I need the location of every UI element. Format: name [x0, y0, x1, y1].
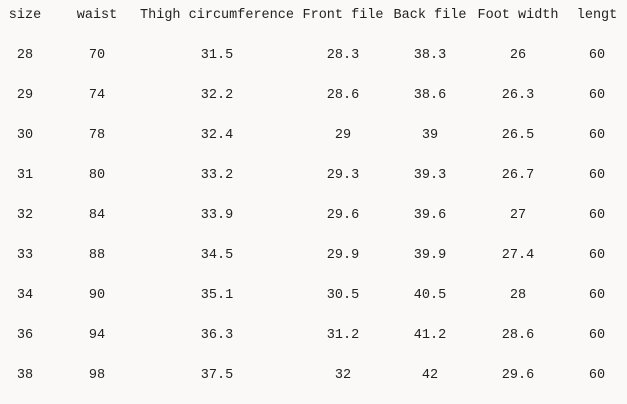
table-cell: 74 — [88, 88, 106, 103]
table-cell: 36.3 — [200, 328, 234, 343]
table-cell: 90 — [88, 288, 106, 303]
header-cell: Front file — [302, 8, 384, 23]
table-cell: 28 — [16, 48, 34, 63]
header-cell: Thigh circumference — [140, 8, 294, 23]
table-cell: 60 — [588, 208, 606, 223]
table-cell: 36 — [16, 328, 34, 343]
header-cell: waist — [76, 8, 118, 23]
table-cell: 28.6 — [326, 88, 360, 103]
table-cell: 29 — [334, 128, 352, 143]
table-cell: 29.3 — [326, 168, 360, 183]
table-cell: 29 — [16, 88, 34, 103]
table-cell: 29.6 — [326, 208, 360, 223]
table-cell: 70 — [88, 48, 106, 63]
table-cell: 32.2 — [200, 88, 234, 103]
table-cell: 28 — [509, 288, 527, 303]
table-cell: 32 — [334, 368, 352, 383]
table-cell: 98 — [88, 368, 106, 383]
header-cell: size — [8, 8, 42, 23]
header-cell: Back file — [393, 8, 467, 23]
table-cell: 40.5 — [413, 288, 447, 303]
table-cell: 35.1 — [200, 288, 234, 303]
table-cell: 41.2 — [413, 328, 447, 343]
table-cell: 78 — [88, 128, 106, 143]
table-cell: 60 — [588, 48, 606, 63]
table-cell: 30 — [16, 128, 34, 143]
table-cell: 84 — [88, 208, 106, 223]
table-cell: 39 — [421, 128, 439, 143]
table-cell: 28.3 — [326, 48, 360, 63]
table-cell: 28.6 — [501, 328, 535, 343]
table-cell: 26 — [509, 48, 527, 63]
table-cell: 26.7 — [501, 168, 535, 183]
table-cell: 38.6 — [413, 88, 447, 103]
table-cell: 31 — [16, 168, 34, 183]
table-cell: 32 — [16, 208, 34, 223]
table-cell: 60 — [588, 248, 606, 263]
header-cell: Foot width — [477, 8, 559, 23]
table-cell: 39.3 — [413, 168, 447, 183]
table-cell: 60 — [588, 168, 606, 183]
header-cell: lengt — [576, 8, 618, 23]
table-cell: 60 — [588, 368, 606, 383]
table-cell: 34 — [16, 288, 34, 303]
table-cell: 60 — [588, 128, 606, 143]
table-cell: 38 — [16, 368, 34, 383]
table-cell: 60 — [588, 288, 606, 303]
table-cell: 27.4 — [501, 248, 535, 263]
table-cell: 80 — [88, 168, 106, 183]
table-cell: 32.4 — [200, 128, 234, 143]
table-cell: 39.6 — [413, 208, 447, 223]
table-cell: 31.2 — [326, 328, 360, 343]
table-cell: 37.5 — [200, 368, 234, 383]
table-cell: 26.5 — [501, 128, 535, 143]
table-cell: 94 — [88, 328, 106, 343]
table-cell: 34.5 — [200, 248, 234, 263]
table-cell: 88 — [88, 248, 106, 263]
table-cell: 30.5 — [326, 288, 360, 303]
table-cell: 38.3 — [413, 48, 447, 63]
table-cell: 29.9 — [326, 248, 360, 263]
table-cell: 42 — [421, 368, 439, 383]
table-cell: 26.3 — [501, 88, 535, 103]
table-cell: 27 — [509, 208, 527, 223]
table-cell: 33.2 — [200, 168, 234, 183]
table-cell: 60 — [588, 88, 606, 103]
table-cell: 33 — [16, 248, 34, 263]
table-cell: 60 — [588, 328, 606, 343]
table-cell: 39.9 — [413, 248, 447, 263]
table-cell: 29.6 — [501, 368, 535, 383]
table-cell: 31.5 — [200, 48, 234, 63]
table-cell: 33.9 — [200, 208, 234, 223]
